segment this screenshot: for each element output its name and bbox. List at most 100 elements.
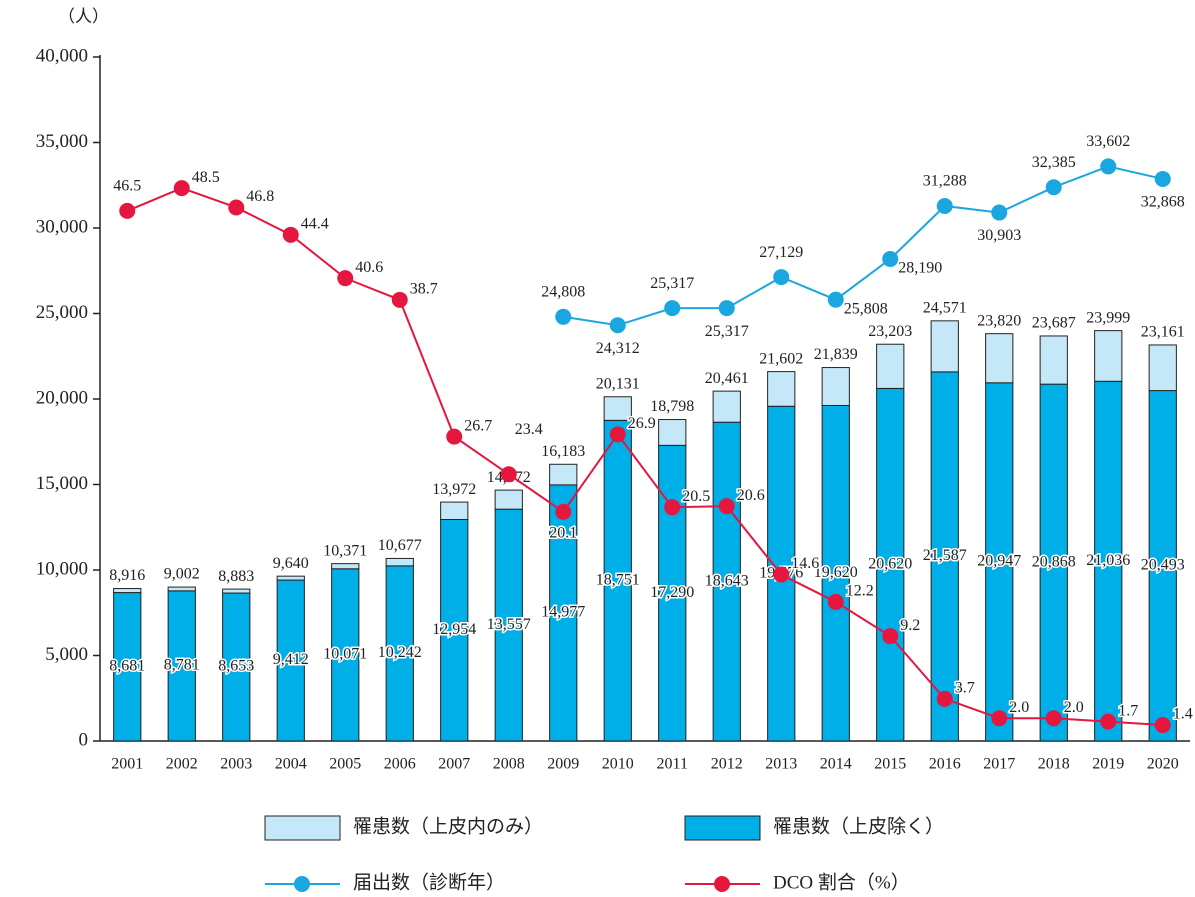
point-value-label: 28,190 — [898, 260, 942, 277]
point-value-label: 26.9 — [628, 415, 656, 432]
point-value-label: 31,288 — [923, 173, 967, 190]
bar — [821, 404, 850, 742]
bar-total-label: 9,640 — [273, 555, 309, 572]
x-tick-label: 2020 — [1147, 756, 1179, 773]
bar-value-label: 12,954 — [432, 621, 476, 638]
line-point — [827, 593, 844, 610]
bar — [222, 588, 251, 594]
bar-total-label: 23,820 — [977, 312, 1021, 329]
bar — [331, 563, 360, 570]
legend-swatch — [714, 876, 730, 892]
bar-total-label: 8,916 — [109, 567, 145, 584]
bar-total-label: 8,883 — [218, 568, 254, 585]
bar — [1148, 344, 1177, 392]
bar-total-label: 10,371 — [323, 542, 367, 559]
point-value-label: 1.4 — [1173, 706, 1193, 723]
bar-total-label: 24,571 — [923, 300, 967, 317]
bar-total-label: 13,972 — [432, 481, 476, 498]
bar-value-label: 14,977 — [541, 604, 585, 621]
bar-value-label: 8,681 — [109, 657, 145, 674]
line-point — [773, 566, 790, 583]
bar-total-label: 23,687 — [1032, 315, 1076, 332]
line-point — [119, 202, 136, 219]
line-point — [555, 503, 572, 520]
bar — [1094, 330, 1123, 382]
y-tick-label: 0 — [79, 729, 89, 750]
point-value-label: 24,312 — [596, 340, 640, 357]
point-value-label: 38.7 — [410, 280, 438, 297]
bar — [821, 367, 850, 406]
bar-value-label: 8,781 — [164, 657, 200, 674]
x-tick-label: 2018 — [1038, 756, 1070, 773]
bar-total-label: 21,839 — [814, 346, 858, 363]
bar-value-label: 13,557 — [487, 616, 531, 633]
bar-total-label: 23,203 — [868, 323, 912, 340]
bar-value-label: 20,493 — [1141, 556, 1185, 573]
point-value-label: 32,868 — [1141, 194, 1185, 211]
point-value-label: 2.0 — [1009, 699, 1029, 716]
bar-value-label: 20,620 — [868, 555, 912, 572]
x-tick-label: 2009 — [547, 756, 579, 773]
bar-value-label: 21,587 — [923, 547, 967, 564]
line-point — [664, 499, 681, 516]
line-point — [664, 300, 681, 317]
line-point — [609, 317, 626, 334]
x-tick-label: 2008 — [493, 756, 525, 773]
point-value-label: 20.1 — [549, 525, 577, 542]
bar — [930, 320, 959, 373]
bar — [385, 557, 414, 567]
point-value-label: 25,808 — [844, 300, 888, 317]
line-point — [555, 308, 572, 325]
bar — [1148, 390, 1177, 742]
y-tick-label: 10,000 — [36, 558, 88, 579]
point-value-label: 1.7 — [1118, 702, 1138, 719]
point-value-label: 12.2 — [846, 583, 874, 600]
point-value-label: 25,317 — [705, 323, 749, 340]
bar-total-label: 23,161 — [1141, 324, 1185, 341]
bar-total-label: 9,002 — [164, 566, 200, 583]
bar — [876, 343, 905, 389]
bar-value-label: 20,947 — [977, 553, 1021, 570]
line-point — [882, 250, 899, 267]
x-tick-label: 2019 — [1092, 756, 1124, 773]
x-tick-label: 2016 — [929, 756, 961, 773]
y-tick-label: 20,000 — [36, 387, 88, 408]
bar-total-label: 20,461 — [705, 370, 749, 387]
line-point — [337, 270, 354, 287]
point-value-label: 44.4 — [301, 216, 329, 233]
point-value-label: 33,602 — [1086, 133, 1130, 150]
line-point — [228, 199, 245, 216]
line-point — [936, 690, 953, 707]
bar-total-label: 23,999 — [1086, 309, 1130, 326]
bar — [1039, 383, 1068, 742]
bar-total-label: 20,131 — [596, 375, 640, 392]
legend-label: 届出数（診断年） — [353, 871, 505, 893]
line-point — [1045, 710, 1062, 727]
bar-value-label: 10,242 — [378, 644, 422, 661]
line-point — [1100, 158, 1117, 175]
line-point — [446, 428, 463, 445]
line-point — [773, 269, 790, 286]
line-point — [882, 628, 899, 645]
x-tick-label: 2005 — [329, 756, 361, 773]
x-tick-label: 2006 — [384, 756, 416, 773]
x-tick-label: 2014 — [820, 756, 852, 773]
legend-swatch — [684, 815, 761, 841]
point-value-label: 26.7 — [464, 417, 492, 434]
line-point — [827, 291, 844, 308]
y-tick-label: 30,000 — [36, 216, 88, 237]
bar — [603, 419, 632, 742]
point-value-label: 24,808 — [541, 283, 585, 300]
bar — [331, 568, 360, 742]
point-value-label: 9.2 — [900, 617, 920, 634]
bar-value-label: 17,290 — [650, 584, 694, 601]
bar — [985, 382, 1014, 742]
bar — [712, 390, 741, 423]
x-tick-label: 2007 — [438, 756, 470, 773]
line-point — [500, 466, 517, 483]
bar — [985, 333, 1014, 384]
y-tick-label: 25,000 — [36, 302, 88, 323]
bar — [440, 501, 469, 520]
bar — [549, 463, 578, 486]
